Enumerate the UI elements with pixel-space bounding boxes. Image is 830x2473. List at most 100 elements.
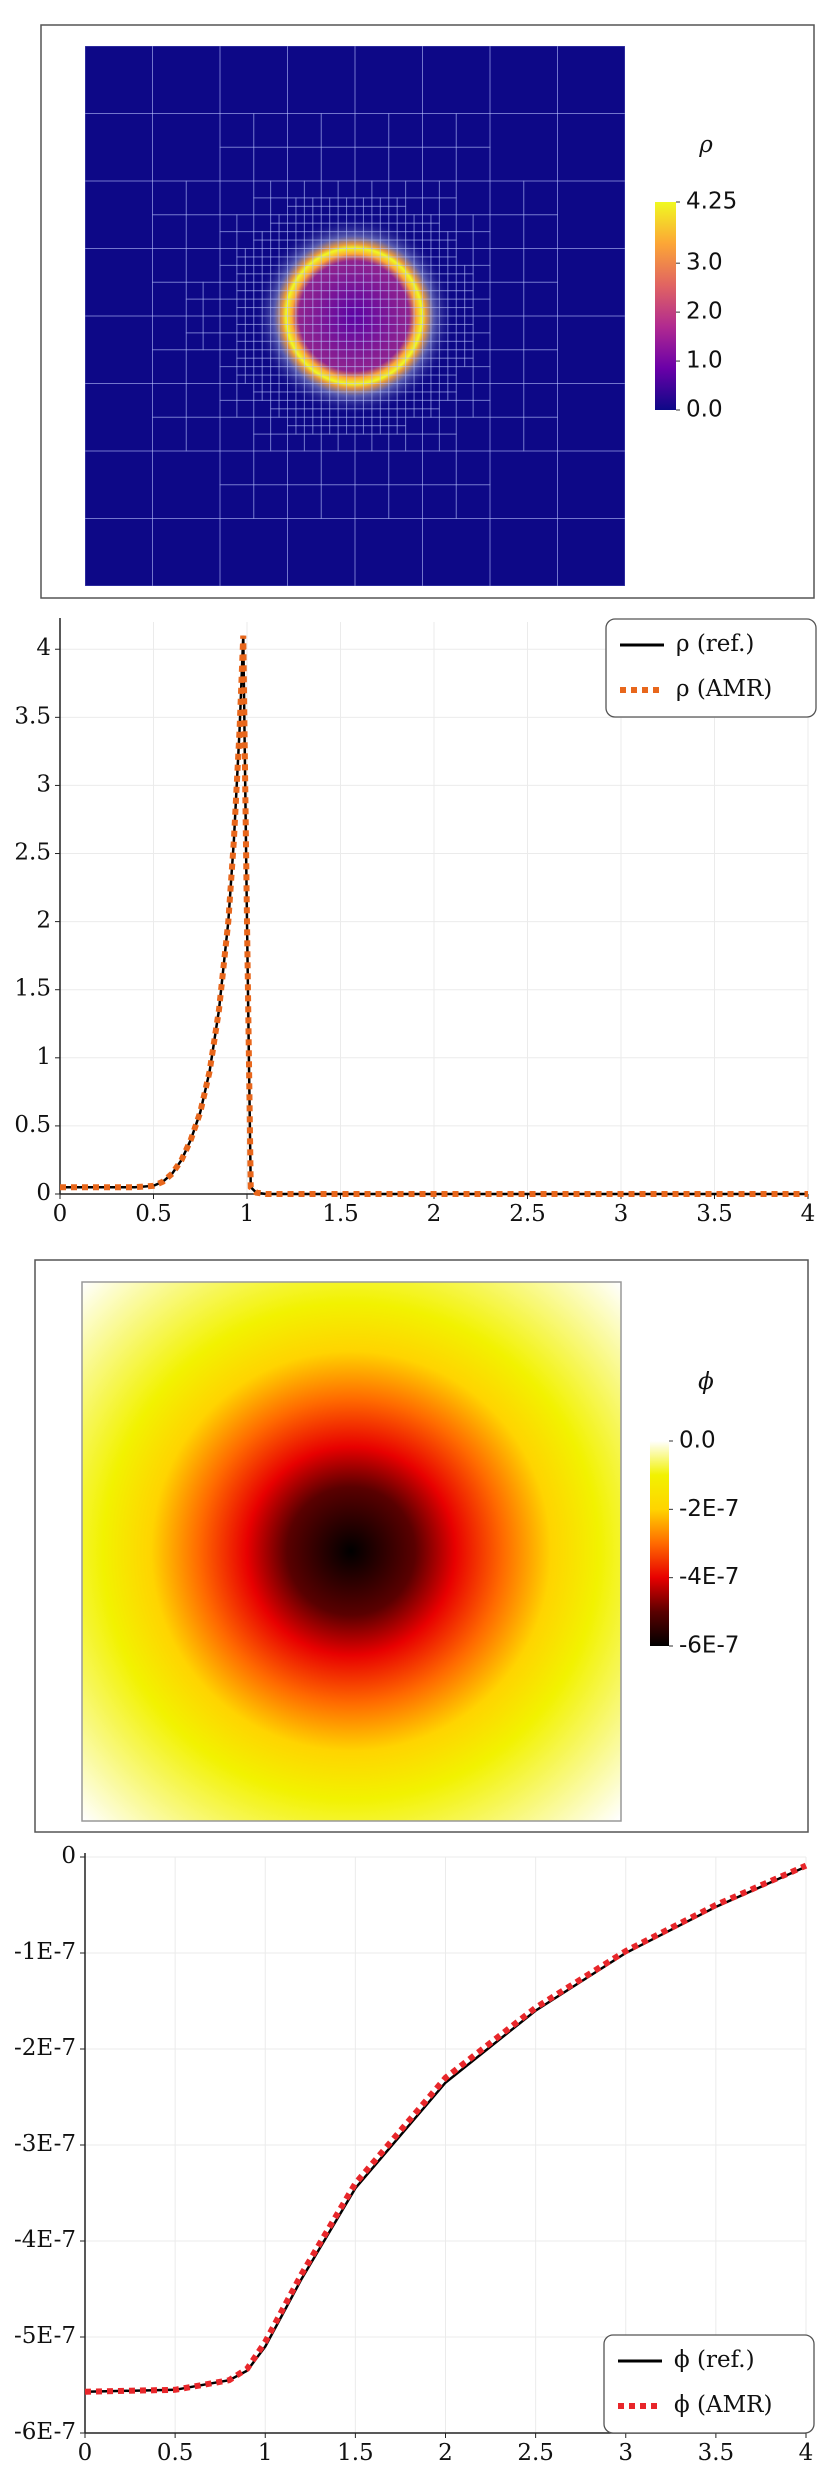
amr-cell xyxy=(312,307,322,317)
amr-cell xyxy=(312,290,322,300)
amr-cell xyxy=(371,391,381,401)
amr-cell xyxy=(329,222,339,233)
amr-cell xyxy=(405,315,415,325)
amr-cell xyxy=(270,298,280,309)
amr-cell xyxy=(447,307,457,317)
amr-cell xyxy=(438,231,449,241)
amr-cell xyxy=(464,323,474,334)
amr-cell xyxy=(270,239,280,249)
amr-cell xyxy=(371,205,381,216)
amr-cell xyxy=(219,214,238,233)
amr-cell xyxy=(287,281,297,292)
amr-cell xyxy=(371,214,381,224)
amr-cell xyxy=(346,205,356,216)
amr-cell xyxy=(270,307,280,317)
amr-cell xyxy=(472,399,491,418)
amr-cell xyxy=(354,264,364,275)
amr-cell xyxy=(405,180,423,199)
amr-cell xyxy=(489,416,525,452)
amr-cell xyxy=(346,214,356,224)
amr-cell xyxy=(455,231,474,249)
amr-cell xyxy=(523,180,558,216)
amr-cell xyxy=(354,357,364,368)
amr-cell xyxy=(295,416,305,427)
amr-cell xyxy=(270,214,280,224)
amr-cell xyxy=(371,307,381,317)
amr-cell xyxy=(320,307,331,317)
amr-cell xyxy=(253,399,272,418)
amr-cell xyxy=(354,290,364,300)
amr-cell xyxy=(337,425,348,435)
amr-cell xyxy=(362,399,373,410)
amr-cell xyxy=(320,214,331,224)
amr-cell xyxy=(287,214,297,224)
amr-cell xyxy=(388,357,398,368)
amr-cell xyxy=(430,222,440,233)
amr-cell xyxy=(379,197,390,207)
amr-cell xyxy=(464,281,474,292)
amr-cell xyxy=(244,349,255,359)
amr-cell xyxy=(455,416,491,452)
amr-cell xyxy=(337,180,356,199)
amr-cell xyxy=(430,357,440,368)
amr-cell xyxy=(278,248,288,258)
amr-cell xyxy=(523,281,558,317)
amr-cell xyxy=(337,340,348,351)
amr-cell xyxy=(295,391,305,401)
amr-cell xyxy=(278,408,288,418)
amr-cell xyxy=(219,315,238,334)
amr-cell xyxy=(244,281,255,292)
amr-cell xyxy=(405,231,415,241)
amr-cell xyxy=(320,222,331,233)
amr-cell xyxy=(354,518,423,586)
amr-cell xyxy=(362,214,373,224)
amr-cell xyxy=(413,391,423,401)
amr-cell xyxy=(388,332,398,342)
amr-cell xyxy=(455,298,466,309)
amr-cell xyxy=(396,307,407,317)
amr-cell xyxy=(253,416,272,435)
amr-cell xyxy=(362,374,373,384)
amr-cell xyxy=(422,340,432,351)
amr-cell xyxy=(303,273,314,283)
amr-cell xyxy=(287,239,297,249)
amr-cell xyxy=(329,425,339,435)
amr-cell xyxy=(455,315,466,325)
amr-cell xyxy=(303,366,314,376)
amr-cell xyxy=(447,323,457,334)
amr-cell xyxy=(379,323,390,334)
amr-cell xyxy=(405,323,415,334)
amr-cell xyxy=(388,484,423,519)
amr-cell xyxy=(464,332,474,342)
amr-cell xyxy=(354,391,364,401)
amr-cell xyxy=(270,315,280,325)
amr-cell xyxy=(447,366,457,376)
amr-cell xyxy=(253,256,263,266)
amr-cell xyxy=(346,239,356,249)
amr-cell xyxy=(312,374,322,384)
amr-cell xyxy=(337,205,348,216)
amr-cell xyxy=(287,307,297,317)
amr-cell xyxy=(379,222,390,233)
amr-cell xyxy=(396,349,407,359)
amr-cell xyxy=(346,416,356,427)
amr-cell xyxy=(371,425,381,435)
amr-cell xyxy=(278,214,288,224)
amr-cell xyxy=(396,214,407,224)
amr-cell xyxy=(244,340,255,351)
amr-cell xyxy=(396,264,407,275)
amr-cell xyxy=(455,340,466,351)
amr-cell xyxy=(261,391,272,401)
amr-cell xyxy=(337,433,356,452)
amr-cell xyxy=(447,357,457,368)
amr-cell xyxy=(312,366,322,376)
amr-cell xyxy=(362,281,373,292)
x-tick-label: 1 xyxy=(258,2440,273,2466)
amr-cell xyxy=(270,357,280,368)
amr-cell xyxy=(447,231,457,241)
legend-label: ρ (AMR) xyxy=(676,676,772,702)
amr-cell xyxy=(346,399,356,410)
amr-cell xyxy=(396,222,407,233)
amr-cell xyxy=(278,399,288,410)
amr-cell xyxy=(354,383,364,393)
